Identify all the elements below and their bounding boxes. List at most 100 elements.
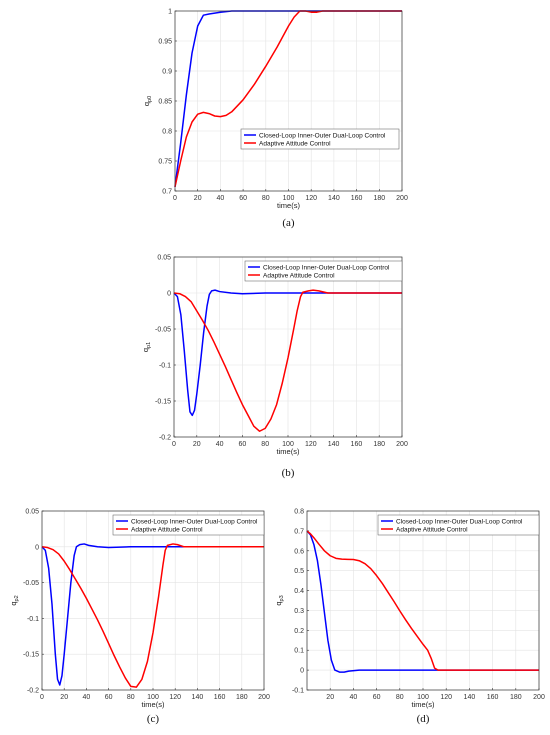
y-tick-label: -0.15 (155, 399, 171, 406)
x-tick-label: 80 (396, 694, 404, 701)
y-axis-label-base: q (274, 601, 283, 605)
y-axis-label-base: q (142, 102, 151, 106)
axes-frame (173, 256, 403, 438)
y-tick-label: 0.8 (294, 509, 304, 516)
y-tick-label: 0.7 (162, 189, 172, 196)
chart-a: 0 20 40 60 80 100 120 140 160 180 200 0.7 0.75 0.8 0.8… (142, 9, 408, 230)
x-tick-label: 140 (464, 694, 476, 701)
series-line-adaptive (306, 530, 539, 671)
x-tick-label: 120 (305, 195, 317, 202)
x-tick-label: 200 (396, 441, 408, 448)
legend-box (377, 514, 540, 536)
y-tick-label: 0.4 (294, 588, 304, 595)
x-tick-label: 20 (326, 694, 334, 701)
legend-label: Adaptive Attitude Control (263, 272, 335, 279)
y-axis-label-sub: p3 (279, 595, 285, 601)
x-tick-label: 160 (351, 195, 363, 202)
series-line-closed-loop (306, 530, 539, 673)
y-tick-label: -0.05 (23, 580, 39, 587)
x-tick-label: 0 (172, 441, 176, 448)
x-tick-label: 60 (239, 195, 247, 202)
series-line-adaptive (41, 543, 264, 688)
y-tick-label: 0 (300, 668, 304, 675)
x-tick-label: 40 (216, 441, 224, 448)
y-axis-label-base: q (9, 601, 18, 605)
x-tick-label: 40 (217, 195, 225, 202)
x-tick-label: 140 (328, 441, 340, 448)
x-tick-label: 100 (417, 694, 429, 701)
x-tick-label: 140 (328, 195, 340, 202)
y-tick-label: 0.3 (294, 608, 304, 615)
x-tick-label: 180 (373, 195, 385, 202)
subfigure-caption: (d) (417, 713, 430, 725)
x-tick-label: 180 (510, 694, 522, 701)
x-tick-label: 160 (214, 694, 226, 701)
series-line-closed-loop (173, 289, 402, 417)
legend-label: Closed-Loop Inner-Outer Dual-Loop Contro… (396, 518, 523, 525)
x-tick-label: 20 (60, 694, 68, 701)
subfigure-caption: (b) (282, 467, 295, 479)
y-tick-label: 0.95 (158, 39, 172, 46)
series-line-adaptive (174, 10, 402, 187)
x-tick-label: 200 (533, 694, 545, 701)
x-tick-label: 20 (193, 441, 201, 448)
x-tick-label: 80 (262, 195, 270, 202)
x-tick-label: 80 (261, 441, 269, 448)
x-tick-label: 40 (350, 694, 358, 701)
x-tick-label: 0 (40, 694, 44, 701)
x-tick-label: 60 (239, 441, 247, 448)
legend-label: Closed-Loop Inner-Outer Dual-Loop Contro… (131, 518, 258, 525)
subfigure-caption: (c) (147, 713, 160, 725)
series-line-adaptive (173, 289, 402, 432)
x-tick-label: 100 (283, 195, 295, 202)
y-tick-label: -0.15 (23, 652, 39, 659)
x-axis-label: time(s) (412, 700, 435, 709)
y-tick-label: 0 (167, 291, 171, 298)
x-tick-label: 200 (258, 694, 270, 701)
x-tick-label: 200 (396, 195, 408, 202)
x-tick-label: 60 (373, 694, 381, 701)
x-tick-label: 180 (373, 441, 385, 448)
x-tick-label: 80 (127, 694, 135, 701)
x-tick-label: 100 (147, 694, 159, 701)
axes-frame (41, 510, 265, 691)
legend-label: Adaptive Attitude Control (131, 526, 203, 533)
y-tick-label: 0.2 (294, 628, 304, 635)
y-tick-label: 0.7 (294, 528, 304, 535)
y-axis-label: qp1 (141, 342, 152, 352)
y-tick-label: -0.2 (159, 435, 171, 442)
x-tick-label: 160 (351, 441, 363, 448)
x-tick-label: 140 (192, 694, 204, 701)
y-tick-label: 0.6 (294, 548, 304, 555)
series-line-closed-loop (41, 543, 264, 686)
x-tick-label: 120 (440, 694, 452, 701)
axes-frame (174, 10, 403, 192)
y-axis-label-sub: p1 (146, 342, 152, 348)
y-tick-label: 0.75 (158, 159, 172, 166)
y-tick-label: 1 (168, 9, 172, 16)
y-tick-label: -0.1 (27, 616, 39, 623)
subfigure-caption: (a) (282, 217, 295, 229)
y-tick-label: 0 (35, 544, 39, 551)
axes-frame (306, 510, 540, 691)
y-tick-label: 0.85 (158, 99, 172, 106)
y-tick-label: -0.1 (159, 363, 171, 370)
chart-b: 0 20 40 60 80 100 120 140 160 180 200 -0.2 -0.15 -0.1… (141, 255, 408, 480)
x-tick-label: 160 (487, 694, 499, 701)
legend-box (112, 514, 265, 536)
x-tick-label: 40 (83, 694, 91, 701)
x-axis-label: time(s) (142, 700, 165, 709)
y-axis-label: qp2 (9, 595, 20, 605)
y-tick-label: 0.5 (294, 568, 304, 575)
y-tick-label: 0.1 (294, 648, 304, 655)
chart-c: 0 20 40 60 80 100 120 140 160 180 200 -0.2 -0.15 -0.1… (9, 509, 270, 726)
x-axis-label: time(s) (277, 201, 300, 210)
x-tick-label: 100 (282, 441, 294, 448)
y-tick-label: -0.05 (155, 327, 171, 334)
y-axis-label: qp0 (142, 96, 153, 106)
y-axis-label-sub: p0 (147, 96, 153, 102)
y-tick-label: -0.1 (292, 688, 304, 695)
legend-box (244, 260, 403, 282)
y-axis-label-base: q (141, 348, 150, 352)
